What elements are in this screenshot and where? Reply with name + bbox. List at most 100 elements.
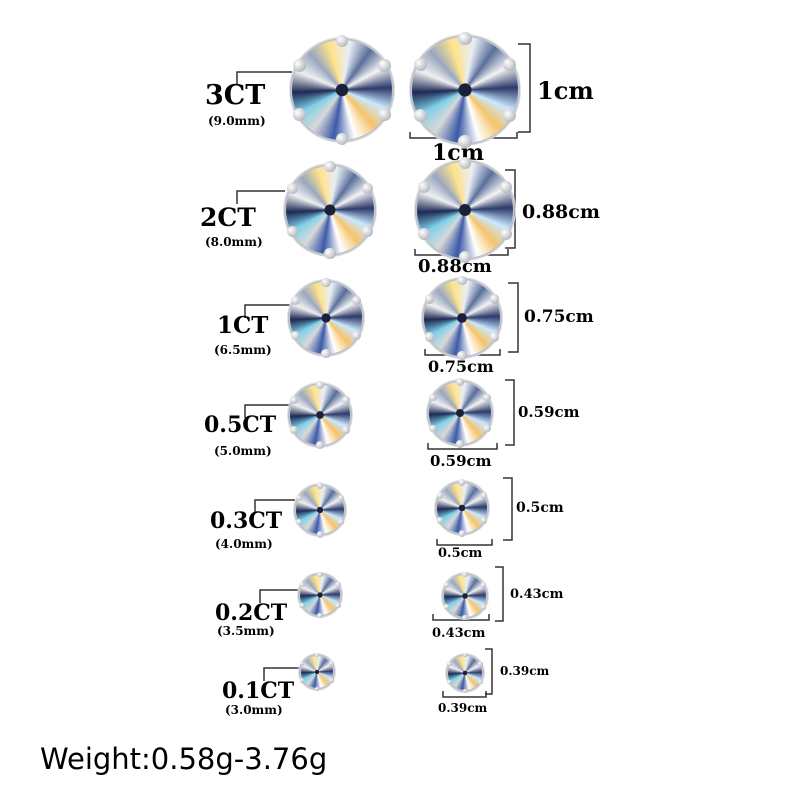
height-bracket [503, 477, 513, 541]
prong [335, 582, 341, 588]
diameter-label: (3.5mm) [217, 624, 275, 638]
diamond-actual-size [299, 652, 335, 692]
prong [293, 59, 306, 72]
height-label: 0.39cm [500, 664, 550, 678]
carat-label: 2CT [200, 203, 256, 232]
prong [459, 251, 471, 263]
prong [290, 396, 298, 404]
prong [480, 604, 487, 610]
prong [499, 180, 512, 193]
prong [314, 652, 320, 658]
diamond-actual-size [288, 277, 364, 359]
prong [458, 530, 466, 537]
prong [462, 652, 468, 658]
prong [480, 492, 488, 499]
diamond-scaled [427, 378, 493, 448]
diameter-label: (4.0mm) [215, 537, 273, 551]
prong [314, 686, 320, 692]
prong [478, 679, 483, 685]
height-label: 0.59cm [518, 403, 580, 421]
height-bracket [505, 169, 516, 249]
diameter-label: (5.0mm) [214, 444, 272, 458]
prong [456, 440, 464, 448]
prong [458, 31, 472, 45]
carat-label: 0.2CT [215, 600, 288, 626]
diameter-label: (6.5mm) [214, 343, 272, 357]
prong [447, 661, 452, 667]
prong [482, 424, 491, 433]
width-bracket [436, 539, 493, 546]
prong [300, 661, 305, 666]
connector-line [254, 499, 295, 513]
prong [459, 157, 471, 169]
width-label: 0.5cm [438, 546, 483, 561]
diamond-scaled [435, 479, 489, 537]
prong [413, 57, 427, 71]
prong [413, 109, 427, 123]
diamond-actual-size [294, 482, 346, 538]
diamond-scaled [410, 31, 520, 149]
width-label: 0.88cm [418, 256, 492, 277]
diamond-scaled [415, 157, 515, 263]
connector-line [263, 667, 305, 681]
height-label: 0.43cm [510, 587, 564, 602]
carat-label: 0.1CT [222, 678, 295, 704]
prong [418, 180, 431, 193]
connector-line [236, 71, 292, 85]
prong [316, 482, 324, 489]
weight-text: Weight:0.58g-3.76g [40, 742, 328, 776]
prong [324, 247, 336, 259]
prong [352, 295, 362, 305]
prong [462, 614, 468, 621]
prong [342, 396, 350, 404]
prong [478, 661, 483, 667]
carat-label: 0.5CT [204, 412, 277, 438]
carat-label: 3CT [205, 80, 266, 111]
prong [436, 517, 444, 524]
prong [290, 331, 300, 341]
prong [418, 227, 431, 240]
prong [335, 602, 341, 608]
prong [361, 226, 373, 238]
diamond-scaled [446, 652, 484, 694]
prong [324, 161, 336, 173]
prong [447, 679, 452, 685]
prong [378, 108, 391, 121]
connector-line [259, 589, 300, 603]
prong [457, 275, 467, 286]
diamond-scaled [422, 275, 502, 361]
prong [462, 688, 468, 694]
prong [458, 479, 466, 486]
height-bracket [518, 43, 531, 133]
prong [321, 277, 331, 287]
diamond-actual-size [298, 571, 342, 619]
prong [287, 226, 299, 238]
prong [378, 59, 391, 72]
height-label: 0.88cm [522, 201, 600, 223]
height-bracket [495, 566, 504, 622]
prong [436, 492, 444, 499]
prong [290, 295, 300, 305]
prong [443, 582, 450, 588]
diamond-actual-size [288, 381, 352, 449]
diamond-actual-size [284, 161, 376, 259]
diameter-label: (9.0mm) [208, 114, 266, 128]
prong [462, 571, 468, 578]
prong [480, 582, 487, 588]
width-bracket [432, 614, 490, 621]
height-bracket [485, 648, 493, 695]
prong [338, 519, 345, 526]
height-label: 1cm [537, 76, 594, 105]
prong [458, 135, 472, 149]
carat-label: 0.3CT [210, 508, 283, 534]
diamond-actual-size [290, 34, 394, 146]
diameter-label: (8.0mm) [205, 235, 263, 249]
prong [335, 34, 349, 48]
prong [503, 57, 517, 71]
height-bracket [505, 379, 515, 446]
prong [299, 582, 305, 588]
prong [299, 602, 305, 608]
width-bracket [442, 691, 487, 698]
